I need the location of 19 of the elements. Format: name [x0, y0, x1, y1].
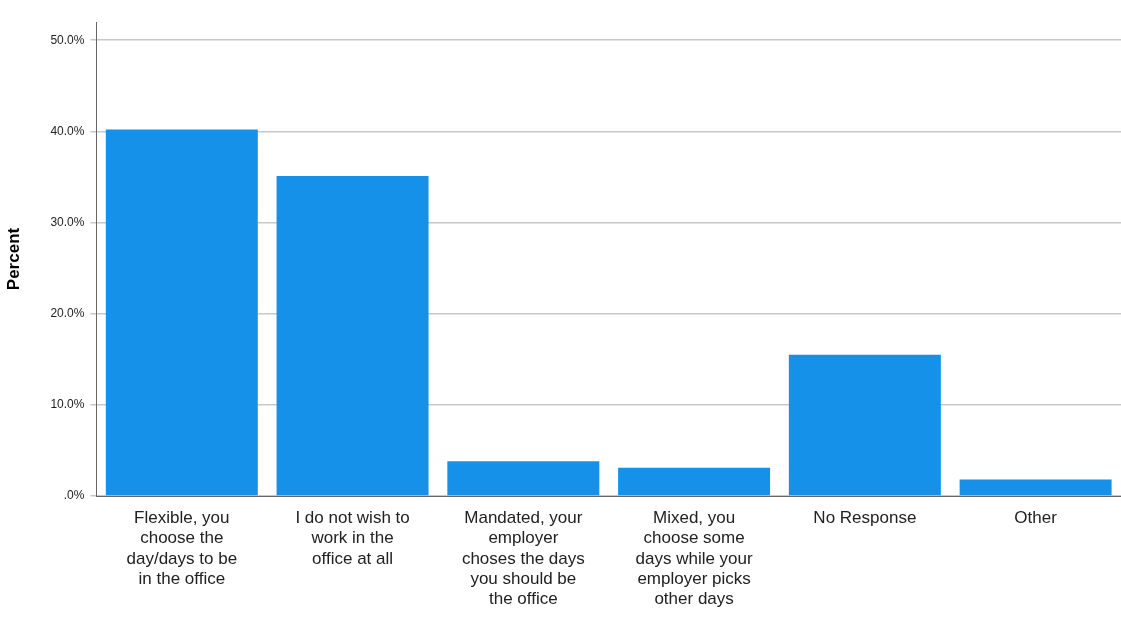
bar [276, 176, 429, 496]
x-tick-label: Flexible, you choose the day/days to be in the office [126, 507, 238, 589]
y-tick-label: 30.0% [50, 214, 85, 229]
y-tick-label: 40.0% [50, 123, 85, 138]
x-tick-label: Mandated, your employer choses the days you should be the office [461, 507, 585, 609]
y-tick-label: 50.0% [50, 32, 85, 47]
y-tick-label: 10.0% [50, 397, 85, 412]
bar [447, 461, 600, 496]
y-tick-label: 20.0% [50, 306, 85, 320]
y-axis-title: Percent [3, 227, 23, 291]
bar [105, 129, 258, 496]
x-tick-label: Mixed, you choose some days while your employer picks other days [635, 507, 754, 609]
x-tick-label: No Response [813, 507, 917, 527]
y-tick-label: .0% [63, 488, 85, 503]
x-tick-label: Other [1014, 507, 1058, 527]
x-tick-label: I do not wish to work in the office at all [295, 507, 410, 568]
bar [618, 467, 771, 496]
bar [788, 354, 941, 496]
bar [959, 479, 1112, 496]
